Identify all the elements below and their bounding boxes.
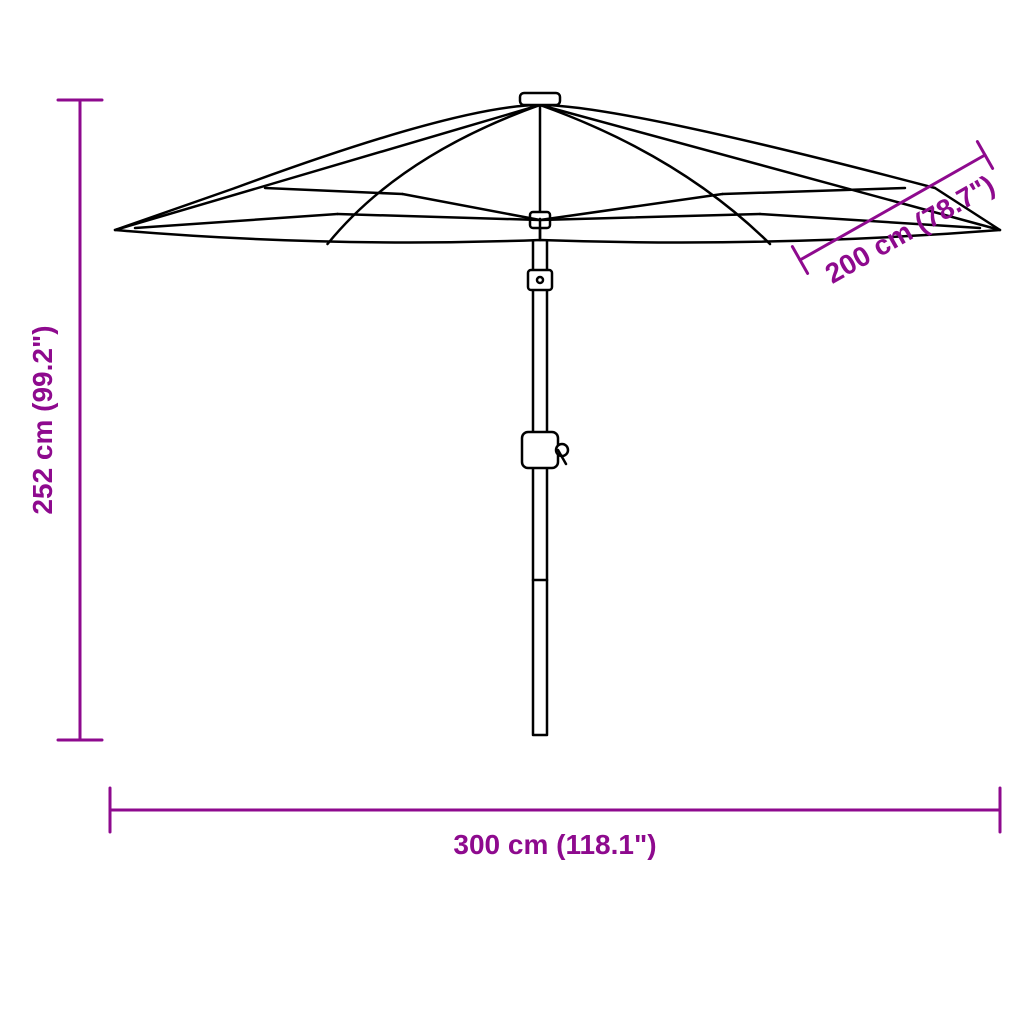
dimension-label-width: 300 cm (118.1") xyxy=(453,829,656,860)
dimension-label-height: 252 cm (99.2") xyxy=(27,325,58,514)
product-drawing xyxy=(115,93,1000,735)
